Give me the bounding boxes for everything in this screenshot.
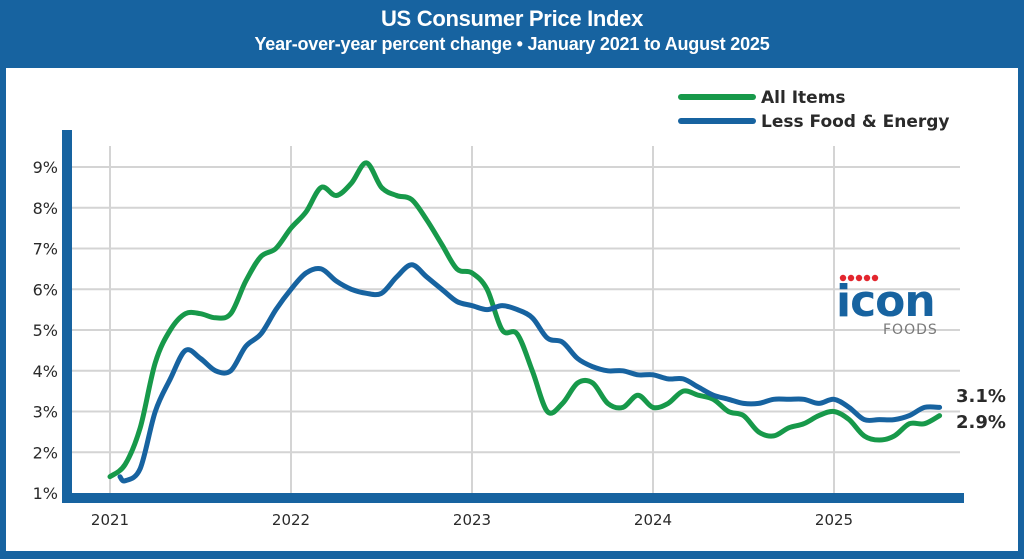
x-axis-bar: [62, 493, 964, 503]
chart-title: US Consumer Price Index: [380, 6, 644, 31]
chart-panel: 1% 2% 3% 4% 5% 6% 7% 8% 9% 2021 2022 2023 2024 2025 …: [6, 68, 1018, 551]
y-tick-label: 4%: [33, 362, 58, 381]
logo-dot: [855, 274, 863, 282]
logo-dot: [839, 274, 847, 282]
grid: [68, 146, 960, 499]
chart-header: US Consumer Price Index Year-over-year p…: [0, 0, 1024, 66]
x-tick-label: 2025: [815, 511, 853, 529]
series-line-core: [117, 262, 943, 484]
y-tick-label: 1%: [33, 484, 58, 503]
logo-subtext: FOODS: [883, 322, 938, 338]
axes: [62, 130, 964, 503]
y-tick-label: 3%: [33, 403, 58, 422]
x-tick-label: 2023: [453, 511, 491, 529]
icon-foods-logo: icon FOODS: [836, 274, 938, 338]
logo-dot: [847, 274, 855, 282]
series-line-all-items: [107, 160, 943, 480]
y-tick-label: 5%: [33, 321, 58, 340]
y-axis-ticks: 1% 2% 3% 4% 5% 6% 7% 8% 9%: [33, 158, 58, 503]
x-tick-label: 2024: [634, 511, 672, 529]
logo-wordmark: icon: [836, 276, 935, 327]
series-lines: [107, 160, 943, 484]
logo-dots-icon: [839, 274, 879, 282]
y-tick-label: 2%: [33, 443, 58, 462]
logo-dot: [863, 274, 871, 282]
y-tick-label: 9%: [33, 158, 58, 177]
y-tick-label: 7%: [33, 240, 58, 259]
legend: All Items Less Food & Energy: [678, 88, 950, 132]
chart-subtitle: Year-over-year percent change • January …: [254, 34, 770, 54]
end-label-all-items: 2.9%: [956, 412, 1006, 433]
y-tick-label: 8%: [33, 199, 58, 218]
x-tick-label: 2022: [272, 511, 310, 529]
x-tick-label: 2021: [91, 511, 129, 529]
logo-dot: [871, 274, 879, 282]
legend-label-core: Less Food & Energy: [761, 112, 950, 132]
x-axis-ticks: 2021 2022 2023 2024 2025: [91, 511, 853, 529]
cpi-line-chart: 1%2%3%4%5%6%7%8%9% 2021 2022 2023 2024 2025 …: [33, 88, 1006, 529]
y-tick-label: 6%: [33, 280, 58, 299]
legend-label-all-items: All Items: [761, 88, 846, 108]
end-label-core: 3.1%: [956, 386, 1006, 407]
y-axis-bar: [62, 130, 72, 501]
